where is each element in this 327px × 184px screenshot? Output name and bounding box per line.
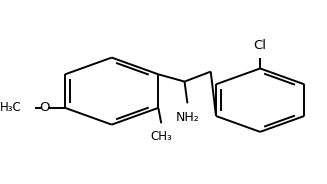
Text: O: O	[40, 101, 50, 114]
Text: H₃C: H₃C	[0, 101, 22, 114]
Text: CH₃: CH₃	[150, 130, 172, 143]
Text: NH₂: NH₂	[176, 111, 199, 124]
Text: Cl: Cl	[254, 39, 267, 52]
